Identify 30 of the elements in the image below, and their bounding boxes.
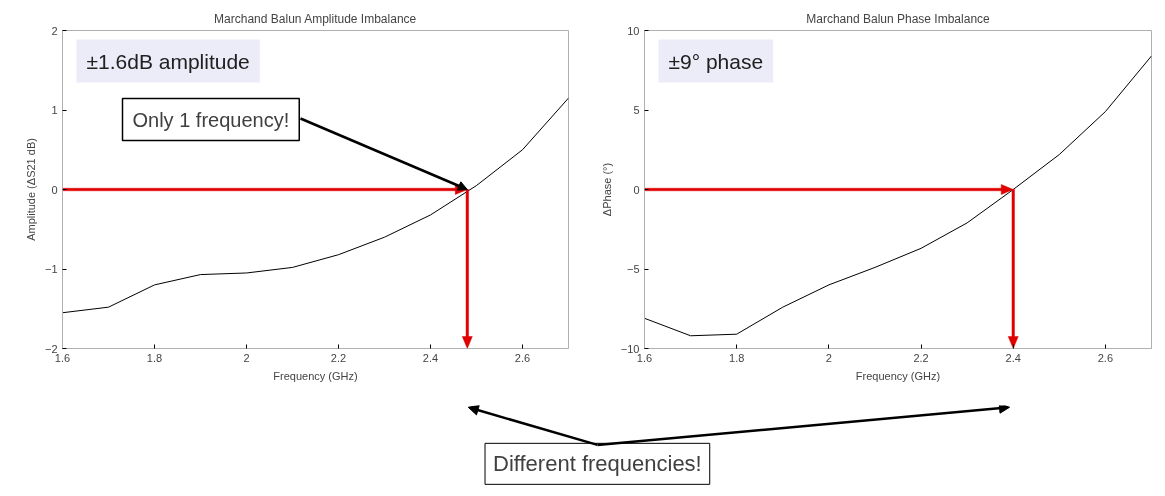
x-tick-label: 2.4 (1005, 351, 1021, 364)
y-axis-title: Amplitude (ΔS21 dB) (24, 138, 37, 241)
x-axis-title: Frequency (GHz) (273, 369, 358, 382)
y-tick-label: 0 (633, 183, 640, 196)
y-tick-label: −1 (44, 263, 58, 275)
annotation: ±9° phase (668, 49, 764, 73)
x-tick-label: 2.4 (422, 351, 439, 364)
y-tick-label: 10 (627, 24, 640, 37)
y-tick-label: −5 (626, 263, 640, 275)
x-tick-label: 2.2 (330, 351, 347, 364)
x-tick-label: 2.6 (1097, 351, 1114, 364)
y-tick-label: 2 (51, 24, 58, 37)
y-tick-label: 0 (51, 183, 58, 196)
text: Different frequencies! (493, 451, 702, 477)
x-axis-title: Frequency (GHz) (855, 369, 941, 382)
annotation: Only 1 frequency! (132, 108, 290, 131)
x-tick-label: 2.6 (514, 351, 531, 364)
y-axis-title: ΔPhase (°) (600, 162, 613, 217)
x-tick-label: 2 (825, 351, 832, 364)
x-tick-label: 2.2 (913, 351, 929, 364)
y-tick-label: 1 (51, 104, 58, 116)
y-tick-label: 5 (633, 104, 640, 116)
line-series (62, 97, 569, 314)
x-tick-label: 1.8 (146, 351, 163, 364)
chart-title: Marchand Balun Phase Imbalance (806, 11, 991, 26)
line-series (644, 55, 1152, 337)
annotation: ±1.6dB amplitude (86, 49, 250, 73)
x-tick-label: 1.8 (729, 351, 745, 364)
x-tick-label: 2 (243, 351, 250, 364)
chart-title: Marchand Balun Amplitude Imbalance (214, 11, 417, 26)
